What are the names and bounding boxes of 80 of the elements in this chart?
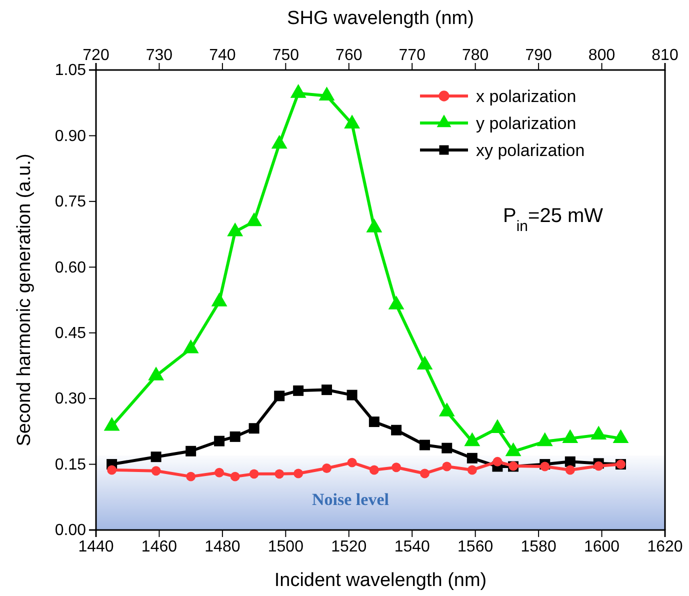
point — [369, 465, 379, 475]
point — [290, 84, 306, 98]
point — [230, 431, 240, 442]
x-tick-label: 1520 — [331, 538, 367, 556]
x2-tick-label: 720 — [82, 47, 110, 64]
x-axis-title: Incident wavelength (nm) — [274, 570, 487, 591]
point — [248, 423, 260, 434]
point — [211, 292, 228, 306]
point — [466, 452, 478, 464]
x2-tick-label: 750 — [272, 47, 300, 64]
y-tick-label: 0.30 — [54, 390, 86, 408]
point — [294, 468, 304, 478]
point — [151, 466, 161, 476]
point — [368, 416, 380, 428]
legend-label: y polarization — [476, 114, 576, 133]
band-label: Noise level — [312, 490, 390, 509]
point — [274, 390, 285, 402]
point — [186, 472, 196, 482]
y-tick-label: 1.05 — [54, 62, 86, 80]
point — [246, 212, 262, 226]
x2-tick-label: 730 — [146, 47, 173, 64]
y-axis-title: Second harmonic generation (a.u.) — [14, 154, 35, 446]
point — [274, 469, 284, 479]
y-tick-label: 0.00 — [54, 522, 86, 540]
x-tick-label: 1460 — [141, 538, 178, 556]
point — [420, 468, 430, 478]
x2-tick-label: 770 — [398, 47, 426, 64]
x-tick-label: 1600 — [584, 538, 620, 556]
y-tick-label: 0.75 — [54, 194, 86, 211]
point — [322, 464, 332, 473]
x-tick-label: 1620 — [647, 538, 683, 556]
legend-label: xy polarization — [476, 141, 585, 160]
x-tick-label: 1560 — [458, 538, 494, 556]
point — [366, 218, 382, 232]
y-tick-label: 0.90 — [54, 128, 86, 145]
x2-tick-label: 790 — [525, 47, 552, 64]
point — [318, 86, 335, 100]
x-tick-label: 1580 — [520, 538, 556, 556]
point — [230, 472, 240, 482]
point — [214, 436, 225, 446]
point — [442, 442, 452, 454]
point — [442, 462, 452, 472]
legend-label: x polarization — [476, 87, 576, 106]
x-tick-label: 1540 — [394, 538, 430, 556]
x2-axis-title: SHG wavelength (nm) — [287, 8, 474, 29]
point — [150, 452, 162, 462]
annotation: P$_{in}$=25 mW — [503, 205, 604, 234]
x2-tick-label: 760 — [336, 47, 362, 64]
x2-tick-label: 780 — [462, 47, 489, 64]
point — [347, 458, 357, 468]
y-tick-label: 0.45 — [54, 324, 86, 342]
point — [565, 465, 575, 475]
x-tick-label: 1500 — [268, 538, 304, 556]
point — [227, 222, 244, 236]
point — [249, 469, 259, 479]
point — [594, 461, 604, 471]
point — [564, 456, 576, 467]
point — [420, 440, 430, 450]
point — [467, 465, 477, 475]
point — [293, 385, 304, 396]
x2-tick-label: 740 — [209, 47, 236, 64]
point — [344, 114, 360, 128]
y-tick-label: 0.60 — [54, 259, 86, 276]
point — [271, 134, 288, 149]
x2-tick-label: 810 — [652, 47, 678, 64]
x-tick-label: 1440 — [78, 538, 114, 556]
y-tick-label: 0.15 — [54, 456, 86, 474]
point — [186, 446, 196, 456]
x-tick-label: 1480 — [204, 538, 240, 556]
x2-tick-label: 800 — [588, 47, 616, 64]
point — [492, 456, 502, 466]
point — [182, 339, 199, 354]
point — [322, 384, 332, 396]
point — [107, 465, 117, 475]
point — [392, 462, 402, 472]
point — [388, 296, 404, 310]
point — [346, 390, 358, 400]
point — [391, 424, 402, 436]
point — [214, 468, 224, 478]
point — [540, 462, 550, 472]
